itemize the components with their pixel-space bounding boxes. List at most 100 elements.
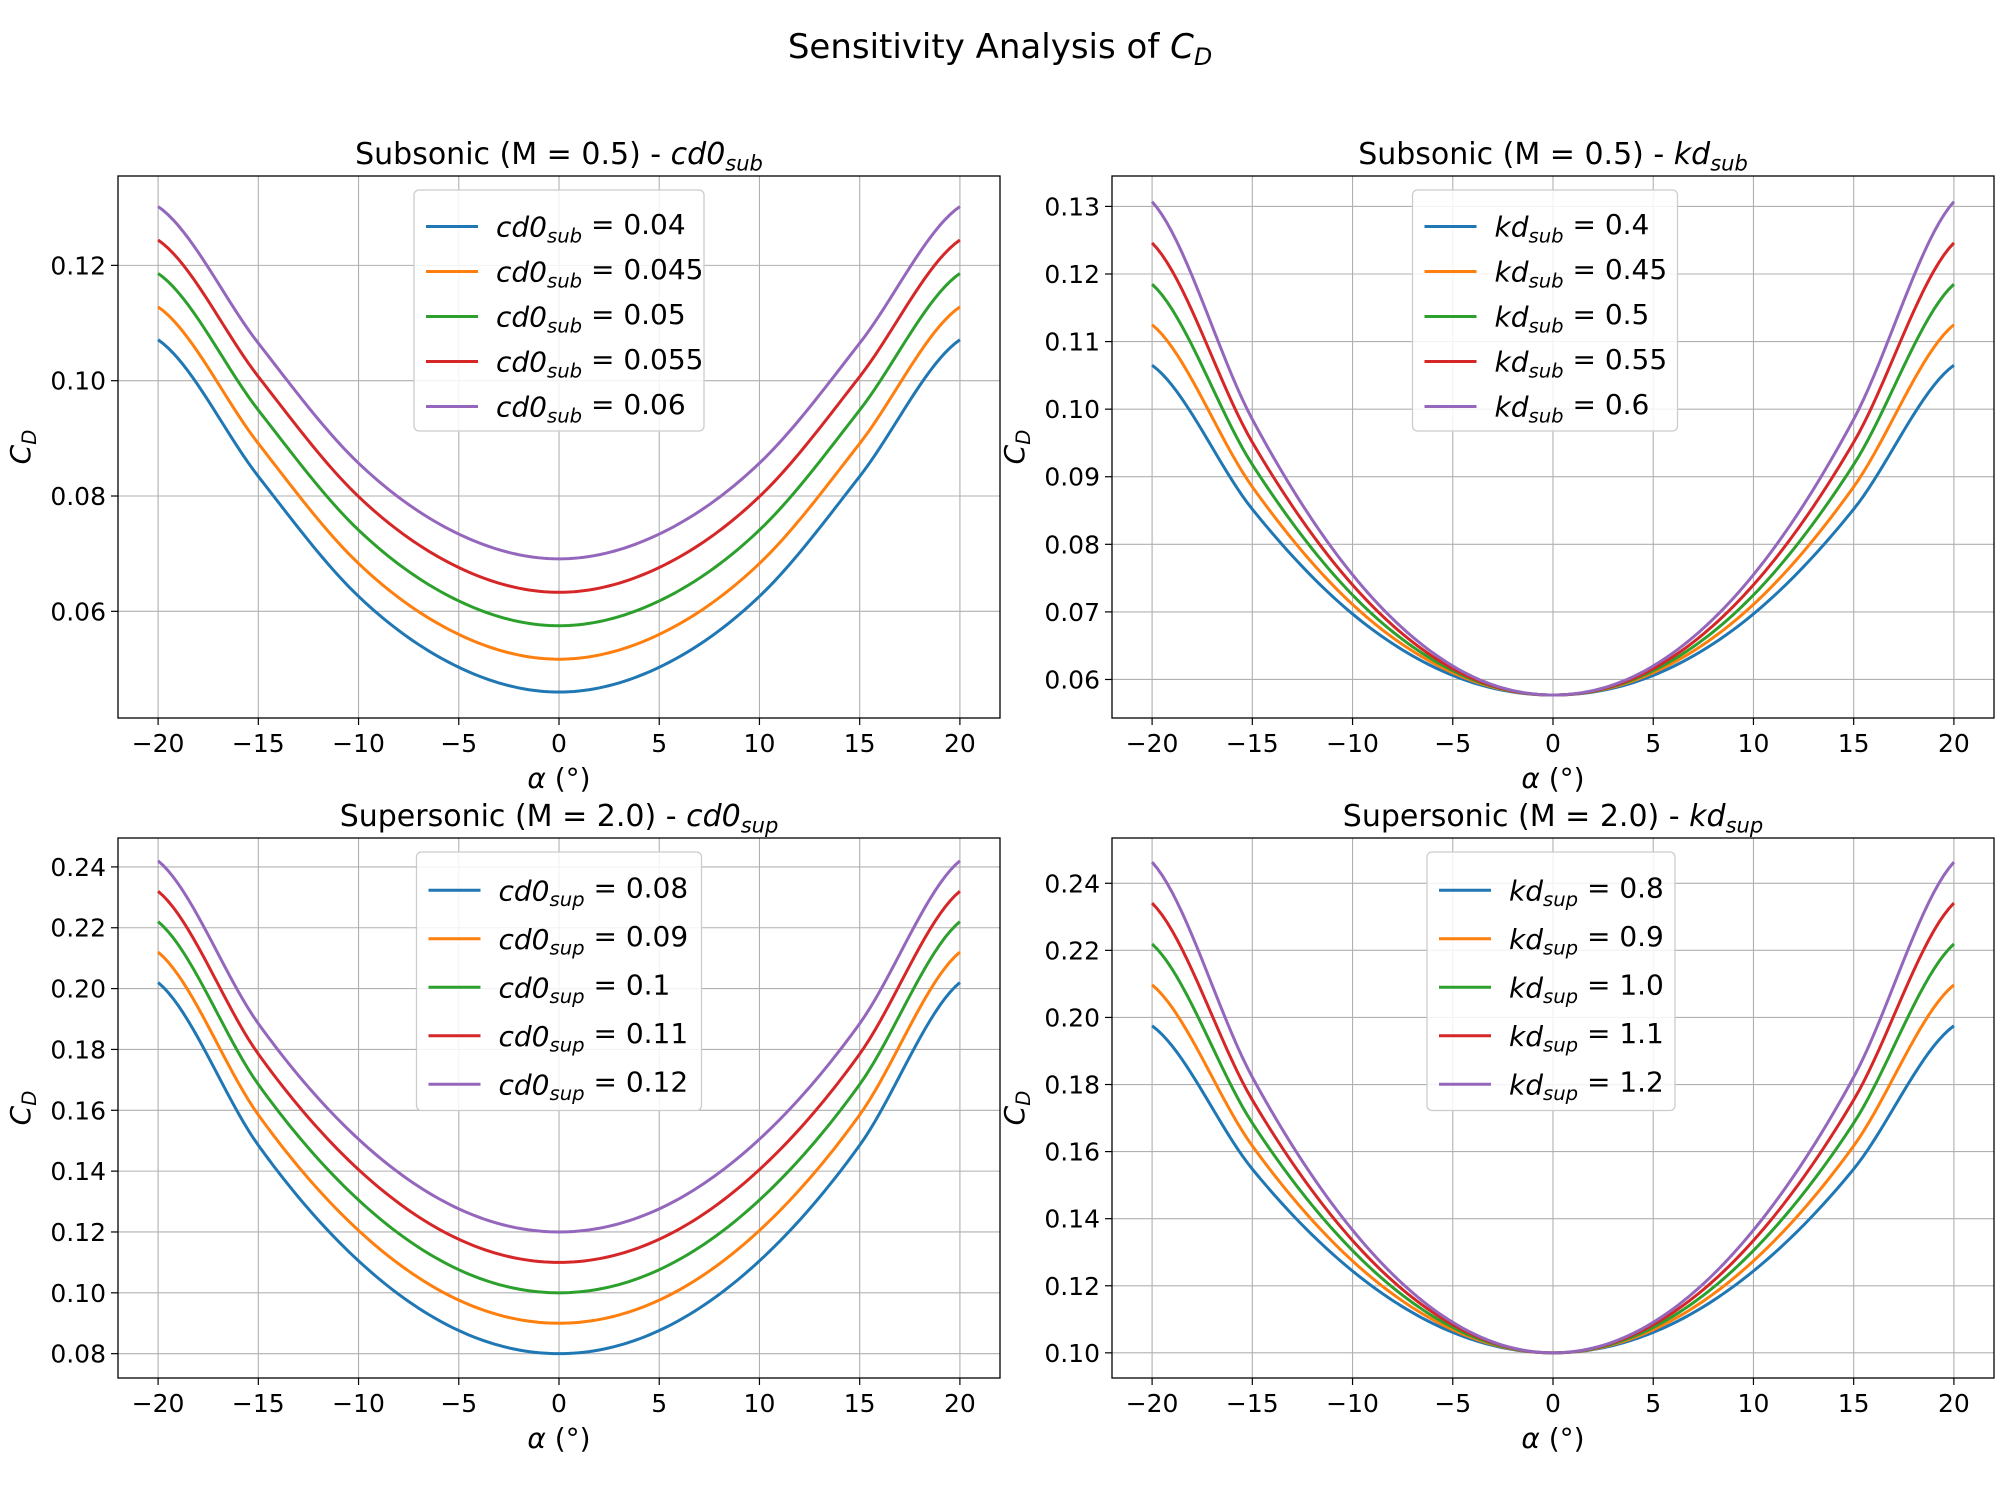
legend-entry: cd0sup​ = 0.09: [499, 920, 689, 959]
legend-entry: cd0sup​ = 0.11: [499, 1017, 689, 1056]
x-tick-label: 5: [651, 729, 667, 758]
x-axis-label: α (°): [527, 762, 590, 795]
chart-panel-4: Supersonic (M = 2.0) - kdsup​ −20 −15 −10 −5…: [998, 799, 1995, 1455]
x-tick-label: 5: [1645, 1389, 1661, 1418]
x-tick-label: −5: [1434, 729, 1471, 758]
legend: kdsup​ = 0.8 kdsup​ = 0.9 kdsup​ = 1.0 kdsu…: [1426, 851, 1676, 1112]
y-tick-label: 0.10: [1044, 395, 1100, 424]
legend-entry: kdsup​ = 1.0: [1509, 969, 1664, 1008]
x-tick-label: 10: [1738, 729, 1770, 758]
series-line-1: [157, 981, 961, 1356]
legend-entry: cd0sub​ = 0.04: [496, 208, 686, 247]
legend-entry: cd0sub​ = 0.06: [496, 388, 686, 427]
y-tick-label: 0.18: [50, 1035, 106, 1064]
series-line-4: [157, 890, 961, 1264]
x-tick-label: −20: [1126, 1389, 1179, 1418]
x-tick-label: −15: [1226, 1389, 1279, 1418]
panel-title: Supersonic (M = 2.0) - cd0sup​: [340, 799, 779, 837]
legend-box: [413, 189, 705, 432]
x-tick-label: −20: [132, 1389, 185, 1418]
y-tick-label: 0.20: [1044, 1003, 1100, 1032]
series-line-5: [157, 205, 961, 561]
legend: cd0sup​ = 0.08 cd0sup​ = 0.09 cd0sup​ = 0.…: [415, 851, 703, 1112]
chart-panel-2: Subsonic (M = 0.5) - kdsub​ −20 −15 −10 −5 0 5…: [998, 137, 1995, 795]
series-line-5: [157, 859, 961, 1234]
y-tick-label: 0.10: [50, 367, 106, 396]
panel-title: Supersonic (M = 2.0) - kdsup​: [1343, 799, 1763, 837]
y-tick-label: 0.16: [1044, 1138, 1100, 1167]
x-tick-label: 20: [1938, 1389, 1970, 1418]
legend-box: [415, 851, 703, 1112]
x-tick-label: 5: [651, 1389, 667, 1418]
x-tick-label: −15: [1226, 729, 1279, 758]
y-tick-label: 0.12: [1044, 1272, 1100, 1301]
chart-panel-3: Supersonic (M = 2.0) - cd0sup​ −20 −15 −10 −…: [4, 799, 1001, 1455]
x-tick-label: 20: [944, 1389, 976, 1418]
legend-entry: cd0sub​ = 0.045: [496, 253, 703, 292]
y-tick-label: 0.11: [1044, 328, 1100, 357]
y-tick-label: 0.06: [1044, 665, 1100, 694]
chart-panel-1: Subsonic (M = 0.5) - cd0sub​ −20 −15 −10 −5 0…: [4, 137, 1001, 795]
x-tick-label: −10: [332, 1389, 385, 1418]
legend-entry: kdsup​ = 0.8: [1509, 872, 1664, 911]
y-tick-label: 0.12: [50, 1218, 106, 1247]
x-tick-label: 10: [744, 729, 776, 758]
y-tick-label: 0.06: [50, 597, 106, 626]
x-tick-label: 10: [1738, 1389, 1770, 1418]
x-tick-label: −5: [1434, 1389, 1471, 1418]
x-tick-label: −5: [440, 729, 477, 758]
panel-title: Subsonic (M = 0.5) - cd0sub​: [355, 137, 763, 175]
panel-title: Subsonic (M = 0.5) - kdsub​: [1358, 137, 1748, 175]
x-tick-label: 15: [1838, 729, 1870, 758]
y-tick-label: 0.20: [50, 975, 106, 1004]
x-tick-label: 0: [1545, 1389, 1561, 1418]
legend-entry: cd0sub​ = 0.05: [496, 298, 686, 337]
series-line-4: [157, 238, 961, 594]
legend: cd0sub​ = 0.04 cd0sub​ = 0.045 cd0sub​ = 0…: [413, 189, 705, 432]
y-axis-label: CD​: [998, 430, 1035, 465]
x-axis-label: α (°): [1521, 1422, 1584, 1455]
x-tick-label: 15: [1838, 1389, 1870, 1418]
legend-entry: kdsub​ = 0.4: [1495, 208, 1650, 247]
series-line-5: [1150, 861, 1956, 1355]
legend-box: [1426, 851, 1676, 1112]
y-tick-label: 0.22: [1044, 936, 1100, 965]
y-tick-label: 0.10: [50, 1279, 106, 1308]
y-tick-label: 0.22: [50, 914, 106, 943]
x-tick-label: 15: [844, 1389, 876, 1418]
y-tick-label: 0.07: [1044, 598, 1100, 627]
x-tick-label: 5: [1645, 729, 1661, 758]
y-tick-label: 0.09: [1044, 463, 1100, 492]
x-tick-label: −10: [332, 729, 385, 758]
x-tick-label: −15: [232, 1389, 285, 1418]
y-tick-label: 0.08: [1044, 530, 1100, 559]
x-tick-label: −10: [1326, 1389, 1379, 1418]
series-line-2: [157, 305, 961, 661]
x-tick-label: 0: [551, 729, 567, 758]
legend-entry: kdsub​ = 0.6: [1495, 388, 1650, 427]
legend-entry: kdsub​ = 0.45: [1495, 253, 1668, 292]
figure-suptitle: Sensitivity Analysis of CD​: [788, 27, 1212, 71]
y-tick-label: 0.12: [1044, 260, 1100, 289]
legend-entry: cd0sub​ = 0.055: [496, 343, 703, 382]
x-tick-label: −5: [440, 1389, 477, 1418]
series-line-3: [157, 272, 961, 628]
y-tick-label: 0.13: [1044, 192, 1100, 221]
y-tick-label: 0.08: [50, 1340, 106, 1369]
axes-frame: [117, 175, 1001, 719]
x-tick-label: 0: [1545, 729, 1561, 758]
x-tick-label: 20: [1938, 729, 1970, 758]
legend-entry: kdsup​ = 1.1: [1509, 1017, 1664, 1056]
y-tick-label: 0.24: [1044, 869, 1100, 898]
y-tick-label: 0.24: [50, 853, 106, 882]
legend-entry: kdsub​ = 0.5: [1495, 298, 1650, 337]
legend-entry: cd0sup​ = 0.08: [499, 872, 689, 911]
series-line-2: [157, 950, 961, 1325]
series-line-5: [1150, 200, 1956, 697]
legend: kdsub​ = 0.4 kdsub​ = 0.45 kdsub​ = 0.5 kds…: [1411, 189, 1679, 432]
legend-entry: cd0sup​ = 0.12: [499, 1066, 689, 1105]
axes-frame: [1111, 837, 1995, 1379]
y-axis-label: CD​: [4, 430, 41, 465]
x-axis-label: α (°): [1521, 762, 1584, 795]
y-tick-label: 0.12: [50, 251, 106, 280]
